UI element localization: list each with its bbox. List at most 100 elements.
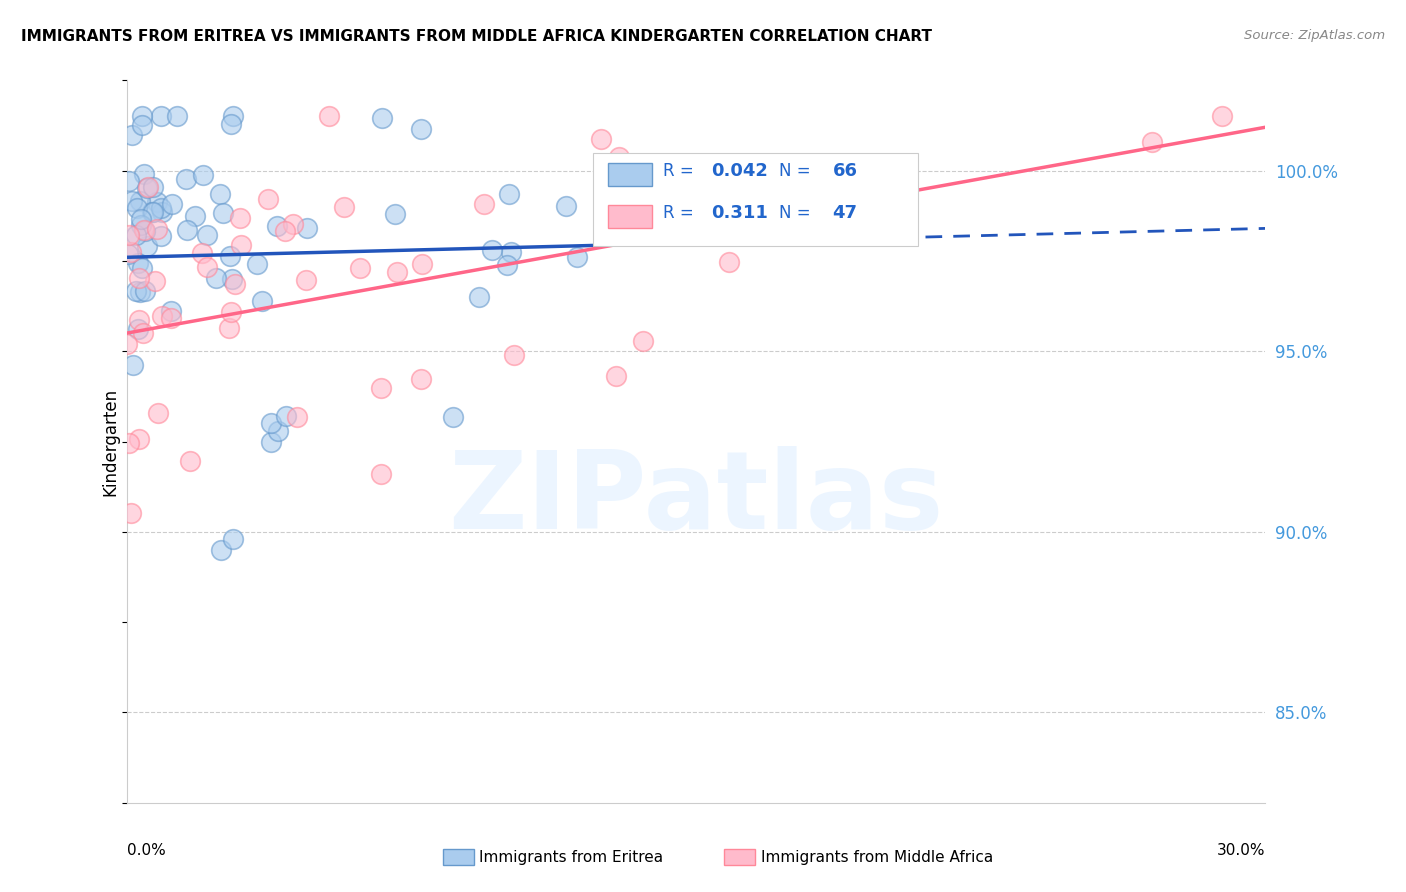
Text: IMMIGRANTS FROM ERITREA VS IMMIGRANTS FROM MIDDLE AFRICA KINDERGARTEN CORRELATIO: IMMIGRANTS FROM ERITREA VS IMMIGRANTS FR…: [21, 29, 932, 44]
Point: [184, 210, 207, 224]
Point: [118, 173, 141, 187]
Point: [219, 305, 242, 319]
Point: [120, 244, 142, 259]
Point: [128, 194, 150, 208]
Point: [229, 238, 252, 252]
Point: [222, 532, 245, 546]
Point: [820, 166, 842, 180]
Point: [411, 257, 433, 271]
Point: [127, 256, 149, 270]
Point: [190, 246, 212, 260]
Point: [143, 274, 166, 288]
Y-axis label: Kindergarten: Kindergarten: [101, 387, 120, 496]
Point: [409, 122, 432, 136]
Point: [208, 187, 231, 202]
FancyBboxPatch shape: [593, 153, 918, 246]
Point: [132, 326, 155, 340]
Text: R =: R =: [664, 161, 699, 179]
Point: [472, 197, 495, 211]
Point: [193, 169, 215, 183]
Point: [166, 109, 188, 123]
Point: [1140, 135, 1163, 149]
Point: [132, 167, 155, 181]
Point: [295, 221, 318, 235]
Point: [174, 171, 197, 186]
Point: [717, 254, 740, 268]
Text: 0.0%: 0.0%: [127, 843, 166, 858]
Point: [260, 417, 283, 431]
Point: [195, 228, 218, 243]
Point: [481, 243, 503, 257]
Point: [496, 259, 519, 273]
Text: 30.0%: 30.0%: [1218, 843, 1265, 858]
Point: [267, 424, 290, 438]
Text: N =: N =: [779, 203, 811, 221]
Text: R =: R =: [664, 203, 704, 221]
Point: [197, 260, 219, 274]
Point: [149, 229, 172, 244]
Point: [501, 244, 523, 259]
Point: [212, 206, 235, 220]
Point: [371, 112, 394, 126]
Point: [160, 304, 183, 318]
Point: [121, 128, 143, 142]
Point: [266, 219, 288, 234]
Point: [150, 109, 173, 123]
Point: [117, 227, 139, 242]
Point: [150, 204, 173, 219]
Point: [136, 180, 159, 194]
Point: [607, 150, 630, 164]
Point: [131, 118, 153, 132]
Point: [121, 194, 143, 209]
Point: [256, 192, 278, 206]
Text: 0.042: 0.042: [711, 161, 768, 179]
Point: [221, 272, 243, 286]
Point: [128, 270, 150, 285]
Point: [142, 205, 165, 219]
Point: [142, 180, 165, 194]
Point: [498, 186, 520, 201]
Point: [125, 284, 148, 298]
Text: 66: 66: [832, 161, 858, 179]
Point: [132, 223, 155, 237]
Text: 47: 47: [832, 203, 858, 221]
Point: [281, 217, 304, 231]
Point: [129, 218, 152, 232]
FancyBboxPatch shape: [609, 162, 651, 186]
Point: [176, 223, 198, 237]
Point: [605, 369, 627, 384]
Point: [333, 200, 356, 214]
Point: [385, 265, 408, 279]
Point: [120, 506, 142, 520]
Point: [441, 409, 464, 424]
Point: [135, 180, 157, 194]
Point: [318, 109, 340, 123]
Point: [631, 334, 654, 348]
FancyBboxPatch shape: [609, 204, 651, 228]
Text: Immigrants from Middle Africa: Immigrants from Middle Africa: [761, 850, 993, 864]
Point: [131, 212, 153, 227]
Point: [122, 358, 145, 372]
Point: [224, 277, 246, 291]
Point: [179, 454, 201, 468]
Point: [128, 432, 150, 446]
Point: [134, 284, 156, 298]
Point: [384, 207, 406, 221]
Point: [370, 467, 392, 481]
Point: [211, 543, 233, 558]
Point: [128, 313, 150, 327]
Point: [274, 224, 297, 238]
Point: [134, 224, 156, 238]
Point: [160, 310, 183, 325]
Point: [131, 260, 153, 275]
Point: [274, 409, 297, 424]
Point: [467, 290, 489, 304]
Point: [229, 211, 252, 226]
Point: [204, 270, 226, 285]
Point: [295, 273, 318, 287]
Point: [145, 222, 167, 236]
Point: [287, 410, 309, 425]
Point: [117, 247, 139, 261]
Point: [555, 199, 578, 213]
Point: [129, 285, 152, 299]
